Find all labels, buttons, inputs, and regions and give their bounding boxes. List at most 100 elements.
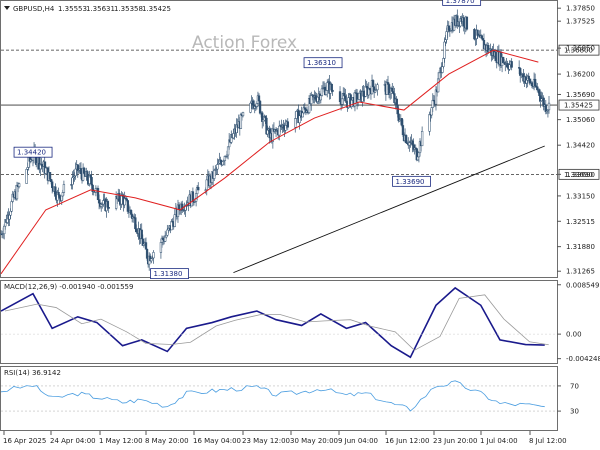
level-price-label: 1.36800	[564, 47, 593, 55]
candle-body	[79, 168, 83, 174]
candle-body	[226, 146, 230, 156]
candle-body	[54, 186, 57, 197]
candle-body	[8, 214, 11, 220]
trendline-segment	[233, 145, 545, 274]
candle-body	[126, 200, 130, 212]
candle-body	[350, 100, 353, 107]
price-tick-label: 1.36850	[566, 45, 595, 53]
candle-body	[48, 172, 52, 180]
candle-body	[89, 174, 92, 178]
candle-body	[107, 207, 110, 209]
time-tick-label: 23 May 12:00	[242, 437, 290, 445]
candle-body	[443, 41, 446, 59]
candle-body	[371, 80, 375, 88]
collapse-triangle-icon[interactable]	[4, 6, 10, 10]
candle-body	[173, 214, 176, 227]
candle-body	[428, 114, 431, 132]
candle-body	[60, 195, 63, 201]
candle-body	[338, 91, 342, 103]
candle-body	[533, 78, 537, 87]
candle-body	[251, 100, 254, 105]
candle-body	[430, 107, 433, 116]
rsi-label: RSI(14) 36.9142	[4, 369, 61, 377]
candle-body	[264, 115, 267, 119]
price-tick-label: 1.35690	[566, 91, 595, 99]
level-price-label: 1.33690	[564, 171, 593, 179]
candle-body	[58, 194, 61, 199]
candle-body	[177, 204, 181, 210]
candle-body	[221, 161, 224, 166]
candle-body	[166, 229, 169, 236]
time-tick-label: 16 Apr 2025	[3, 437, 46, 445]
candle-body	[344, 95, 347, 102]
price-tick-label: 1.36200	[566, 71, 595, 79]
candle-body	[90, 177, 93, 186]
candle-body	[205, 179, 208, 191]
candle-body	[25, 169, 28, 184]
annotation-box	[303, 57, 343, 69]
candle-body	[395, 98, 398, 105]
candle-body	[144, 242, 148, 250]
candle-body	[494, 51, 497, 62]
macd-tick-label: -0.004248	[566, 355, 600, 363]
candle-body	[31, 156, 35, 161]
candle-body	[341, 98, 344, 105]
candle-body	[547, 102, 551, 111]
candle-body	[3, 225, 6, 235]
candle-body	[508, 64, 511, 70]
candle-body	[362, 91, 365, 97]
price-tick-label: 1.33150	[566, 192, 595, 200]
candle-body	[431, 99, 434, 108]
candle-body	[278, 125, 281, 136]
candle-body	[538, 89, 541, 97]
candle-body	[392, 91, 395, 94]
time-tick-label: 24 Apr 04:00	[50, 437, 96, 445]
candle-body	[316, 96, 319, 102]
candle-body	[216, 164, 219, 170]
level-price-box	[558, 44, 600, 56]
candle-body	[134, 217, 137, 230]
symbol-header: GBPUSD,H4 1.35553 1.35631 1.35358 1.3542…	[4, 5, 171, 13]
annotation-box	[392, 175, 431, 187]
candle-body	[164, 236, 167, 242]
annotation-label: 1.33690	[396, 178, 425, 186]
candle-body	[530, 82, 534, 87]
candle-body	[331, 89, 334, 92]
candle-body	[295, 111, 298, 119]
candle-body	[502, 57, 505, 64]
price-tick-label: 1.34420	[566, 142, 595, 150]
candle-body	[74, 168, 77, 177]
candle-body	[159, 242, 163, 253]
time-tick-label: 8 Jul 12:00	[529, 437, 567, 445]
candle-body	[17, 183, 21, 187]
price-annotations: 1.37870 1.36310 1.34420 1.33690 1.31380	[13, 0, 482, 280]
annotation-label: 1.34420	[17, 149, 46, 157]
candle-body	[319, 95, 322, 101]
candle-body	[330, 83, 333, 91]
candle-body	[10, 201, 13, 212]
candle-body	[9, 210, 12, 216]
macd-axis: 0.008549 0.00 -0.004248	[557, 281, 600, 363]
candle-body	[358, 92, 361, 100]
watermark: Action Forex	[192, 33, 297, 53]
candle-body	[326, 82, 329, 91]
candle-body	[391, 88, 394, 92]
candle-body	[303, 107, 307, 110]
symbol-label: GBPUSD,H4	[13, 5, 55, 13]
time-tick-label: 23 Jun 20:00	[433, 437, 477, 445]
candle-body	[102, 200, 105, 205]
candle-body	[465, 16, 469, 30]
candle-body	[57, 191, 60, 196]
price-axis: 1.37850 1.37525 1.36850 1.36200 1.35690 1.350…	[557, 5, 595, 276]
trendline	[233, 145, 545, 274]
candle-body	[386, 82, 390, 85]
candle-body	[106, 201, 109, 208]
rsi-tick-label: 30	[570, 408, 579, 416]
level-price-box	[558, 99, 600, 111]
price-tick-label: 1.31880	[566, 243, 595, 251]
time-tick-label: 1 Jul 04:00	[480, 437, 518, 445]
price-tick-label: 1.31265	[566, 268, 595, 276]
macd-signal-path	[4, 294, 549, 351]
